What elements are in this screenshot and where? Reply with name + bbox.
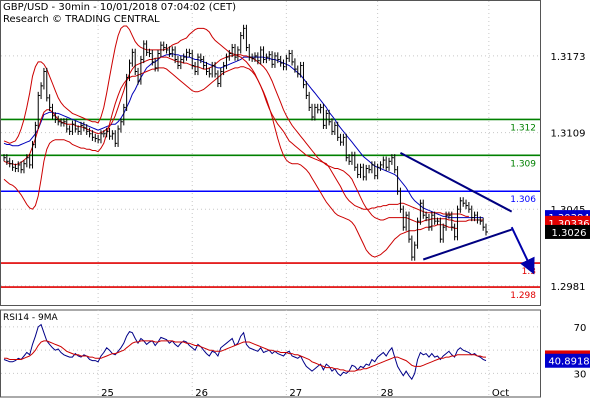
rsi-label: RSI14 - 9MA: [3, 313, 59, 323]
series-rsi_ma: [4, 340, 486, 372]
y-tick-label: 1.3173: [551, 52, 586, 63]
y-tick-label: 1.3109: [551, 129, 586, 140]
level-label: 1.309: [510, 159, 536, 169]
chart-source: Research © TRADING CENTRAL: [3, 14, 160, 25]
level-label: 1.306: [510, 195, 536, 205]
series-bb_lo: [3, 66, 458, 258]
trendline: [399, 152, 513, 213]
forecast-arrow: [510, 226, 535, 275]
series-mavg: [3, 52, 484, 219]
level-label: 1.312: [510, 123, 536, 133]
x-tick-label: 28: [381, 388, 394, 399]
price-tag-label: 1.3026: [552, 228, 587, 239]
rsi-frame: [0, 309, 541, 398]
level-label: 1.3: [522, 267, 536, 277]
main-frame: [0, 0, 541, 306]
level-label: 1.298: [510, 291, 536, 301]
series-bb_mid: [3, 54, 484, 223]
y-tick-label: 1.2981: [551, 282, 586, 293]
rsi-y-tick-label: 30: [574, 369, 587, 380]
x-tick-label: 26: [195, 388, 208, 399]
series-bb_up: [3, 25, 469, 217]
trendline: [422, 228, 512, 261]
series-rsi: [3, 323, 487, 381]
x-tick-label: Oct: [492, 388, 509, 399]
rsi-price-tag-label: 40.8918: [548, 357, 589, 368]
price-tag-label: 1.30336: [548, 219, 589, 230]
chart-title: GBP/USD - 30min - 10/01/2018 07:04:02 (C…: [3, 2, 237, 13]
rsi-price-tag: [545, 353, 590, 368]
price-tag: [545, 224, 590, 239]
x-tick-label: 25: [101, 388, 114, 399]
rsi-y-tick-label: 70: [574, 323, 587, 334]
x-tick-label: 27: [289, 388, 302, 399]
